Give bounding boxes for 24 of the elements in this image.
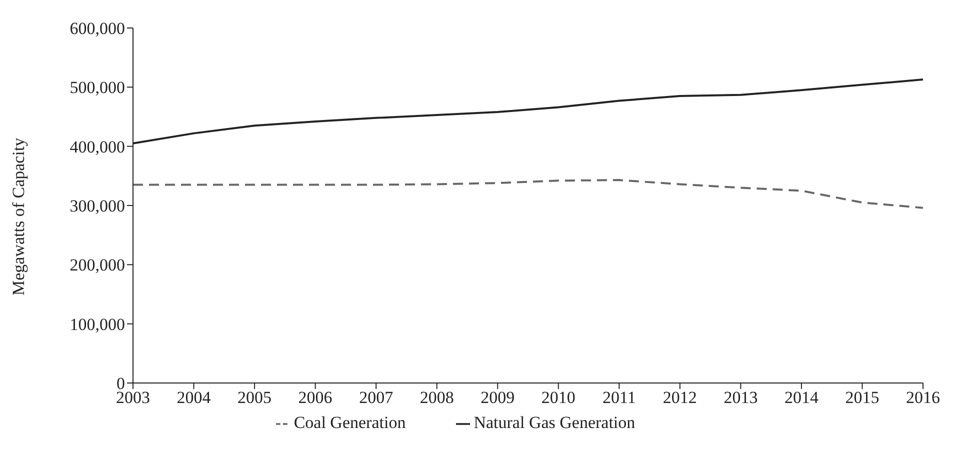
x-tick-label: 2016 [906, 388, 940, 408]
y-tick-label: 400,000 [70, 137, 125, 156]
y-tick-label: 100,000 [70, 314, 125, 334]
x-tick-label: 2010 [541, 388, 576, 408]
x-tick-label: 2008 [420, 388, 454, 408]
y-tick-label: 600,000 [70, 19, 125, 38]
x-tick-label: 2015 [845, 388, 880, 408]
x-tick-label: 2004 [176, 388, 212, 408]
x-tick-label: 2011 [602, 388, 636, 408]
x-tick-label: 2014 [784, 388, 819, 408]
line-series [132, 179, 924, 209]
x-tick-label: 2012 [662, 388, 697, 408]
legend-label: Natural Gas Generation [474, 413, 636, 432]
y-tick-label: 500,000 [70, 78, 125, 98]
x-tick-label: 2005 [238, 388, 272, 408]
legend-label: Coal Generation [294, 413, 406, 432]
y-axis-title: Megawatts of Capacity [9, 137, 28, 296]
y-tick-label: 300,000 [70, 196, 125, 216]
x-tick-label: 2007 [359, 388, 394, 408]
x-tick-label: 2013 [724, 388, 758, 408]
x-tick-label: 2003 [116, 388, 150, 408]
x-tick-label: 2009 [480, 388, 515, 408]
x-tick-label: 2006 [298, 388, 332, 408]
y-tick-label: 200,000 [70, 256, 125, 275]
